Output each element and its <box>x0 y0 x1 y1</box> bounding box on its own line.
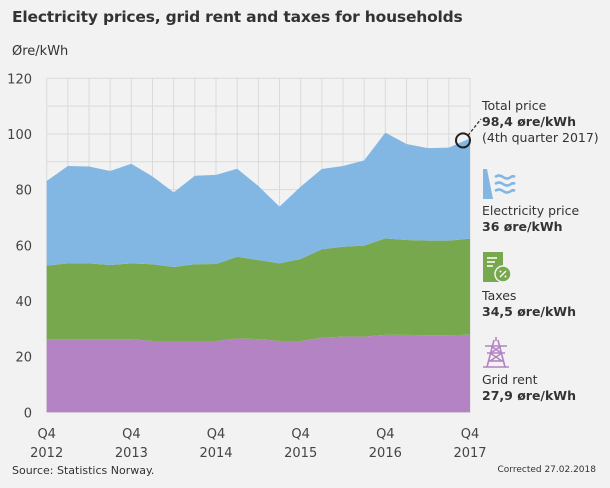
legend-total-note: (4th quarter 2017) <box>482 130 599 145</box>
x-tick-label-quarter: Q4 <box>37 427 56 442</box>
tax-document-icon <box>483 252 512 283</box>
legend-electricity-value: 36 øre/kWh <box>482 219 563 234</box>
x-tick-label-quarter: Q4 <box>376 427 395 442</box>
y-tick-label: 40 <box>15 295 32 310</box>
x-tick-label-quarter: Q4 <box>291 427 310 442</box>
x-tick-label-year: 2013 <box>115 446 148 461</box>
x-tick-label-year: 2014 <box>199 446 232 461</box>
legend-total-value: 98,4 øre/kWh <box>482 114 576 129</box>
y-tick-label: 60 <box>15 239 32 254</box>
y-tick-label: 80 <box>15 184 32 199</box>
area-taxes <box>46 238 470 342</box>
legend-total-label: Total price <box>482 98 547 113</box>
legend-total: Total price 98,4 øre/kWh (4th quarter 20… <box>482 98 599 146</box>
x-tick-label-quarter: Q4 <box>461 427 480 442</box>
x-tick-label-year: 2016 <box>369 446 402 461</box>
corrected-note: Corrected 27.02.2018 <box>497 465 597 475</box>
x-tick-label-year: 2017 <box>453 446 486 461</box>
x-tick-label-quarter: Q4 <box>207 427 226 442</box>
source-note: Source: Statistics Norway. <box>12 464 155 477</box>
y-tick-label: 100 <box>7 128 32 143</box>
legend-grid-rent-label: Grid rent <box>482 372 538 387</box>
legend-taxes-value: 34,5 øre/kWh <box>482 304 576 319</box>
x-tick-label-year: 2015 <box>284 446 317 461</box>
annotation-marker-total-price <box>455 132 471 149</box>
legend-electricity-label: Electricity price <box>482 203 580 218</box>
hydropower-dam-icon <box>483 169 516 199</box>
y-tick-label: 20 <box>15 351 32 366</box>
annotation-leader-line <box>467 118 482 136</box>
legend-grid-rent-value: 27,9 øre/kWh <box>482 388 576 403</box>
chart-title: Electricity prices, grid rent and taxes … <box>12 8 463 26</box>
area-grid-rent <box>46 334 470 413</box>
x-tick-label-year: 2012 <box>30 446 63 461</box>
power-pylon-icon <box>483 337 509 368</box>
y-axis-unit: Øre/kWh <box>12 44 69 59</box>
y-tick-label: 0 <box>24 406 32 421</box>
legend-taxes: Taxes 34,5 øre/kWh <box>482 288 576 320</box>
legend-taxes-label: Taxes <box>482 288 517 303</box>
x-tick-label-quarter: Q4 <box>122 427 141 442</box>
legend-grid-rent: Grid rent 27,9 øre/kWh <box>482 372 576 404</box>
y-tick-label: 120 <box>7 72 32 87</box>
legend-electricity: Electricity price 36 øre/kWh <box>482 203 579 235</box>
area-electricity-price <box>46 132 470 268</box>
